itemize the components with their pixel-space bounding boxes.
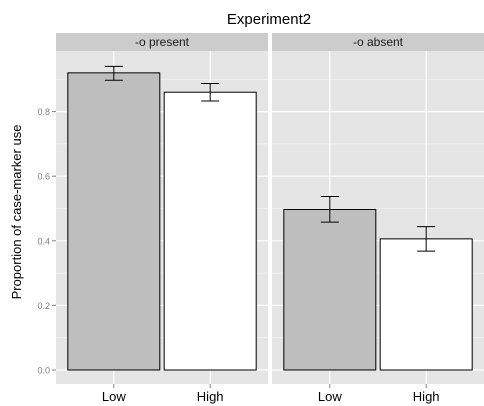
y-tick-label: 0.4 bbox=[37, 236, 50, 246]
bar-low bbox=[67, 72, 161, 371]
facet-strip bbox=[272, 33, 484, 51]
x-tick-label: Low bbox=[102, 389, 126, 404]
facet-strip-label: -o absent bbox=[353, 35, 404, 49]
y-tick-label: 0.8 bbox=[37, 107, 50, 117]
y-tick-label: 0.2 bbox=[37, 301, 50, 311]
bar-high bbox=[163, 91, 257, 371]
plot-area: 0.0 0.2 0.4 0.6 0.8 -o present Low High -o absen… bbox=[37, 33, 484, 404]
facet-strip bbox=[56, 33, 268, 51]
y-tick-label: 0.6 bbox=[37, 172, 50, 182]
x-tick-label: Low bbox=[318, 389, 342, 404]
bar-low bbox=[283, 208, 377, 371]
x-tick-label: High bbox=[413, 389, 440, 404]
bar-high bbox=[379, 238, 473, 371]
facet-strip-label: -o present bbox=[135, 35, 190, 49]
y-axis-label: Proportion of case-marker use bbox=[9, 125, 24, 300]
y-tick-label: 0.0 bbox=[37, 366, 50, 376]
chart-title: Experiment2 bbox=[227, 11, 311, 28]
x-tick-label: High bbox=[197, 389, 224, 404]
